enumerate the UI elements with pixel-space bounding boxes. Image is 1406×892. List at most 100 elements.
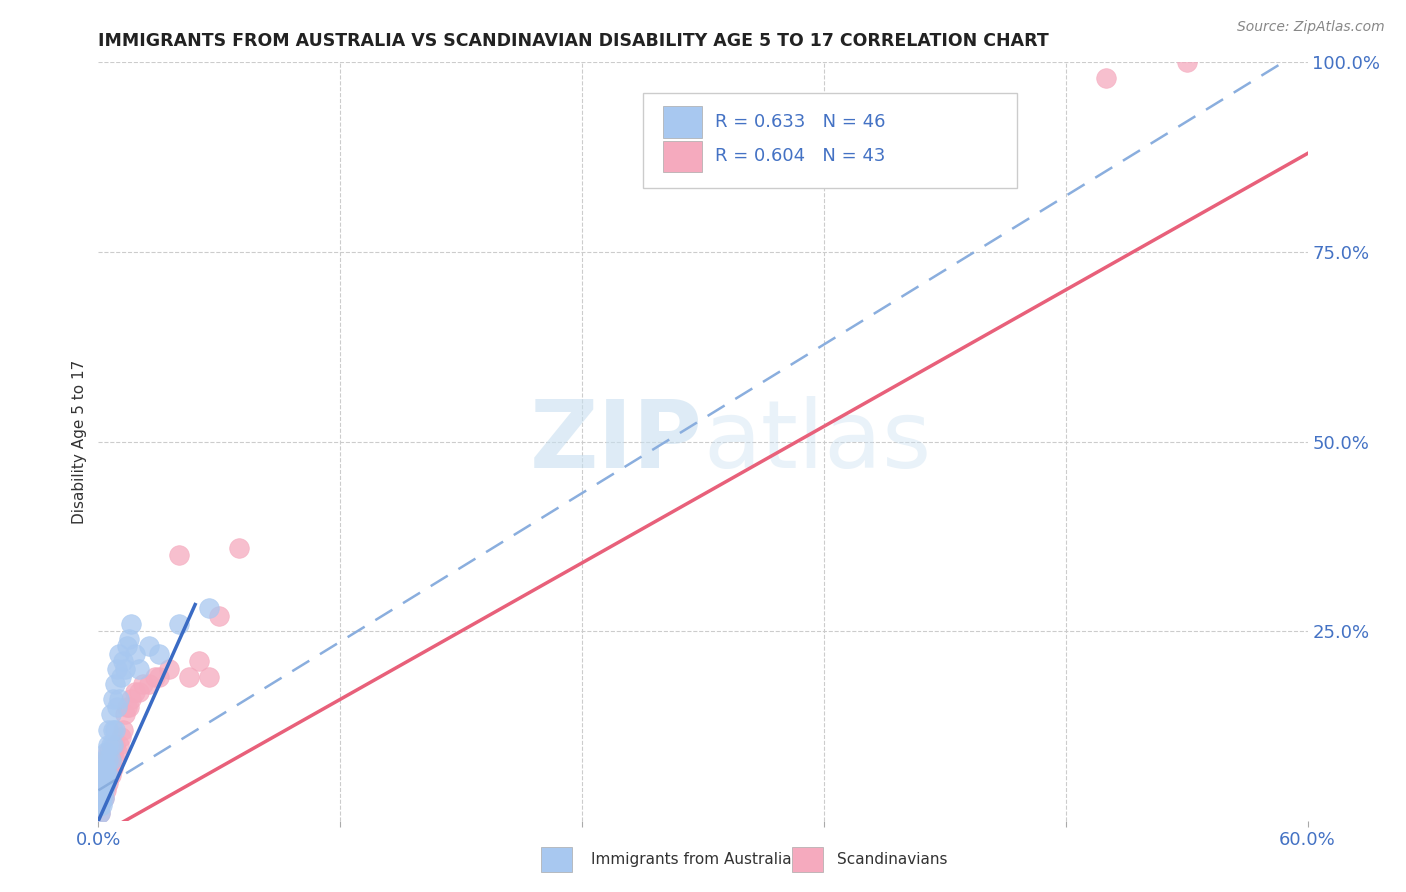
Point	[107, 738, 129, 752]
Point	[97, 723, 120, 737]
Point	[93, 776, 115, 790]
Point	[157, 662, 180, 676]
Text: Source: ZipAtlas.com: Source: ZipAtlas.com	[1237, 20, 1385, 34]
Point	[167, 616, 190, 631]
Point	[105, 699, 128, 714]
Point	[93, 791, 115, 805]
Point	[228, 541, 250, 555]
Point	[97, 738, 120, 752]
Point	[198, 669, 221, 683]
Point	[103, 738, 125, 752]
Point	[96, 746, 118, 760]
Point	[100, 768, 122, 782]
Point	[148, 669, 170, 683]
Point	[118, 632, 141, 646]
Point	[91, 776, 114, 790]
Point	[96, 783, 118, 797]
Point	[100, 707, 122, 722]
Point	[93, 791, 115, 805]
Point	[101, 738, 124, 752]
Point	[93, 760, 115, 774]
Y-axis label: Disability Age 5 to 17: Disability Age 5 to 17	[72, 359, 87, 524]
Point	[101, 746, 124, 760]
Point	[124, 685, 146, 699]
Point	[91, 791, 114, 805]
Point	[124, 647, 146, 661]
Point	[100, 753, 122, 767]
Point	[118, 699, 141, 714]
Point	[97, 753, 120, 767]
Point	[111, 723, 134, 737]
Point	[96, 768, 118, 782]
Point	[101, 692, 124, 706]
Text: atlas: atlas	[703, 395, 931, 488]
Point	[1175, 55, 1198, 70]
Point	[167, 548, 190, 563]
Point	[111, 655, 134, 669]
Point	[1095, 70, 1118, 85]
Text: ZIP: ZIP	[530, 395, 703, 488]
Point	[105, 662, 128, 676]
Point	[103, 677, 125, 691]
Point	[91, 776, 114, 790]
Bar	[541, 847, 572, 872]
Point	[107, 692, 129, 706]
Point	[89, 806, 111, 821]
Point	[148, 647, 170, 661]
FancyBboxPatch shape	[664, 106, 702, 138]
Point	[120, 616, 142, 631]
Text: Scandinavians: Scandinavians	[837, 852, 948, 867]
Point	[91, 798, 114, 813]
Point	[96, 753, 118, 767]
Point	[179, 669, 201, 683]
Point	[93, 776, 115, 790]
Point	[115, 699, 138, 714]
Point	[115, 639, 138, 653]
Point	[96, 760, 118, 774]
Point	[93, 783, 115, 797]
Point	[93, 760, 115, 774]
Point	[138, 639, 160, 653]
Point	[138, 677, 160, 691]
Point	[91, 783, 114, 797]
Point	[114, 662, 136, 676]
Point	[110, 669, 132, 683]
Point	[107, 647, 129, 661]
Point	[97, 760, 120, 774]
FancyBboxPatch shape	[643, 93, 1018, 187]
Point	[100, 738, 122, 752]
Point	[103, 723, 125, 737]
Point	[132, 677, 155, 691]
Point	[128, 662, 150, 676]
Point	[188, 655, 211, 669]
FancyBboxPatch shape	[664, 141, 702, 172]
Point	[198, 601, 221, 615]
Point	[110, 730, 132, 744]
Point	[89, 798, 111, 813]
Text: R = 0.604   N = 43: R = 0.604 N = 43	[716, 146, 886, 165]
Point	[96, 776, 118, 790]
Point	[89, 798, 111, 813]
Point	[105, 746, 128, 760]
Point	[208, 608, 231, 623]
Point	[97, 746, 120, 760]
Point	[89, 806, 111, 821]
Text: IMMIGRANTS FROM AUSTRALIA VS SCANDINAVIAN DISABILITY AGE 5 TO 17 CORRELATION CHA: IMMIGRANTS FROM AUSTRALIA VS SCANDINAVIA…	[98, 32, 1049, 50]
Text: R = 0.633   N = 46: R = 0.633 N = 46	[716, 112, 886, 130]
Point	[97, 768, 120, 782]
Point	[120, 692, 142, 706]
Point	[128, 685, 150, 699]
Point	[89, 791, 111, 805]
Point	[143, 669, 166, 683]
Point	[91, 791, 114, 805]
Point	[100, 753, 122, 767]
Point	[114, 707, 136, 722]
Point	[97, 776, 120, 790]
Bar	[792, 847, 823, 872]
Point	[93, 768, 115, 782]
Point	[93, 753, 115, 767]
Point	[103, 753, 125, 767]
Point	[96, 768, 118, 782]
Point	[101, 760, 124, 774]
Text: Immigrants from Australia: Immigrants from Australia	[591, 852, 792, 867]
